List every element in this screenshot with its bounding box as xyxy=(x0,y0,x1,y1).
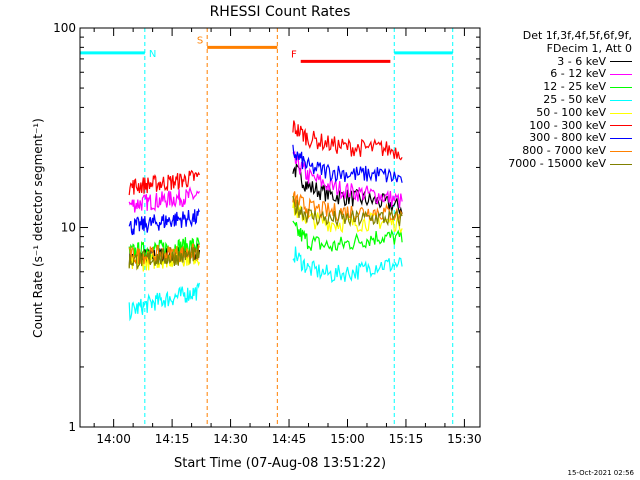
x-tick-label-6: 15:30 xyxy=(447,432,482,446)
series-line-0-segment-1 xyxy=(292,162,403,216)
x-tick-label-4: 15:00 xyxy=(330,432,365,446)
chart-title: RHESSI Count Rates xyxy=(210,4,351,20)
annotations: N S F xyxy=(80,28,454,427)
legend-swatch xyxy=(610,125,632,127)
x-tick-label-2: 14:30 xyxy=(213,432,248,446)
legend-swatch xyxy=(610,151,632,153)
legend-entry-label: 50 - 100 keV xyxy=(536,105,606,119)
legend-entry: 6 - 12 keV xyxy=(508,68,632,81)
legend-swatch xyxy=(610,138,632,140)
legend-entry: 100 - 300 keV xyxy=(508,118,632,133)
legend-swatch xyxy=(610,61,632,63)
x-tick-label-0: 14:00 xyxy=(96,432,131,446)
legend-entry: 3 - 6 keV xyxy=(508,54,632,69)
legend-entry: 12 - 25 keV xyxy=(508,80,632,94)
x-axis-label: Start Time (07-Aug-08 13:51:22) xyxy=(174,456,386,471)
x-tick-label-5: 15:15 xyxy=(389,432,424,446)
y-tick-label-1: 10 xyxy=(61,221,76,235)
legend-entry: 50 - 100 keV xyxy=(508,105,632,120)
annotation-label-s: S xyxy=(197,35,203,46)
legend-entry-label: 6 - 12 keV xyxy=(550,67,606,81)
y-tick-label-0: 1 xyxy=(68,420,76,434)
legend-swatch xyxy=(610,99,632,101)
legend-entry-label: 300 - 800 keV xyxy=(529,131,606,145)
legend-entry-label: 800 - 7000 keV xyxy=(522,144,606,158)
series-line-3-segment-0 xyxy=(128,282,200,322)
legend-entry: 300 - 800 keV xyxy=(508,132,632,145)
legend-entry: 7000 - 15000 keV xyxy=(508,156,632,171)
legend-entry-label: 12 - 25 keV xyxy=(543,80,606,94)
series-line-8-segment-1 xyxy=(292,195,403,228)
legend-header-line-2: FDecim 1, Att 0 xyxy=(546,41,632,55)
series-line-6-segment-1 xyxy=(292,144,403,183)
series-line-1-segment-1 xyxy=(292,150,403,208)
series-line-6-segment-0 xyxy=(128,207,200,236)
series-line-3-segment-1 xyxy=(292,246,403,284)
y-axis-label: Count Rate (s⁻¹ detector segment⁻¹) xyxy=(31,118,45,338)
series-line-7-segment-1 xyxy=(292,191,403,222)
legend-entries: 3 - 6 keV 6 - 12 keV 12 - 25 keV 25 - 50 ke… xyxy=(508,54,632,171)
footer-timestamp: 15-Oct-2021 02:56 xyxy=(567,469,634,477)
legend-swatch xyxy=(610,74,632,76)
legend-entry-label: 100 - 300 keV xyxy=(529,118,606,132)
legend-entry-label: 3 - 6 keV xyxy=(557,54,606,68)
axis-ticks: 1 10 100 14:00 14:15 14:30 14:45 15:00 15:15 15:3… xyxy=(53,21,482,446)
legend-swatch xyxy=(610,87,632,89)
series-line-5-segment-0 xyxy=(128,169,200,196)
legend-swatch xyxy=(610,163,632,165)
legend-header-line-1: Det 1f,3f,4f,5f,6f,9f, xyxy=(522,29,632,42)
legend-entry: 25 - 50 keV xyxy=(508,92,632,107)
legend-entry: 800 - 7000 keV xyxy=(508,144,632,158)
legend-entry-label: 7000 - 15000 keV xyxy=(508,156,606,170)
series-line-5-segment-1 xyxy=(292,120,403,161)
series-line-1-segment-0 xyxy=(128,186,200,213)
series-line-8-segment-0 xyxy=(128,246,200,271)
x-tick-label-3: 14:45 xyxy=(272,432,307,446)
legend-entry-label: 25 - 50 keV xyxy=(543,92,606,106)
series-line-2-segment-1 xyxy=(292,220,403,252)
x-tick-label-1: 14:15 xyxy=(155,432,190,446)
legend: Det 1f,3f,4f,5f,6f,9f, FDecim 1, Att 0 3… xyxy=(508,29,632,171)
y-tick-label-2: 100 xyxy=(53,21,76,35)
annotation-label-f: F xyxy=(291,49,297,60)
legend-swatch xyxy=(610,112,632,114)
annotation-label-n: N xyxy=(149,49,156,60)
series-lines xyxy=(128,120,403,322)
